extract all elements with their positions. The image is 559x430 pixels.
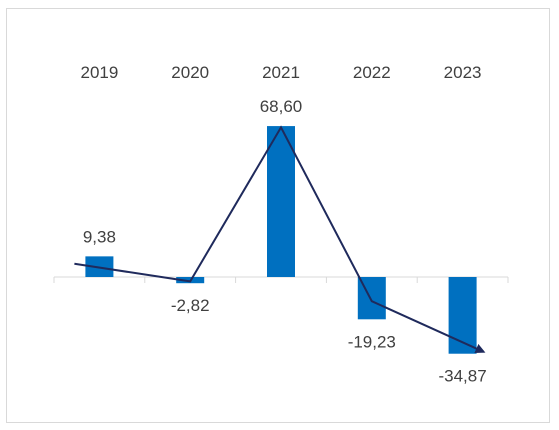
category-label: 2019 <box>80 63 118 82</box>
category-label: 2022 <box>353 63 391 82</box>
category-label: 2023 <box>444 63 482 82</box>
data-label: -19,23 <box>348 332 396 351</box>
data-label: 9,38 <box>83 227 116 246</box>
data-label: 68,60 <box>260 97 303 116</box>
bar <box>267 126 295 277</box>
category-label: 2020 <box>171 63 209 82</box>
bar <box>448 277 477 354</box>
trend-line <box>74 125 486 354</box>
category-label: 2021 <box>262 63 300 82</box>
data-label: -2,82 <box>171 296 210 315</box>
data-label: -34,87 <box>438 367 486 386</box>
